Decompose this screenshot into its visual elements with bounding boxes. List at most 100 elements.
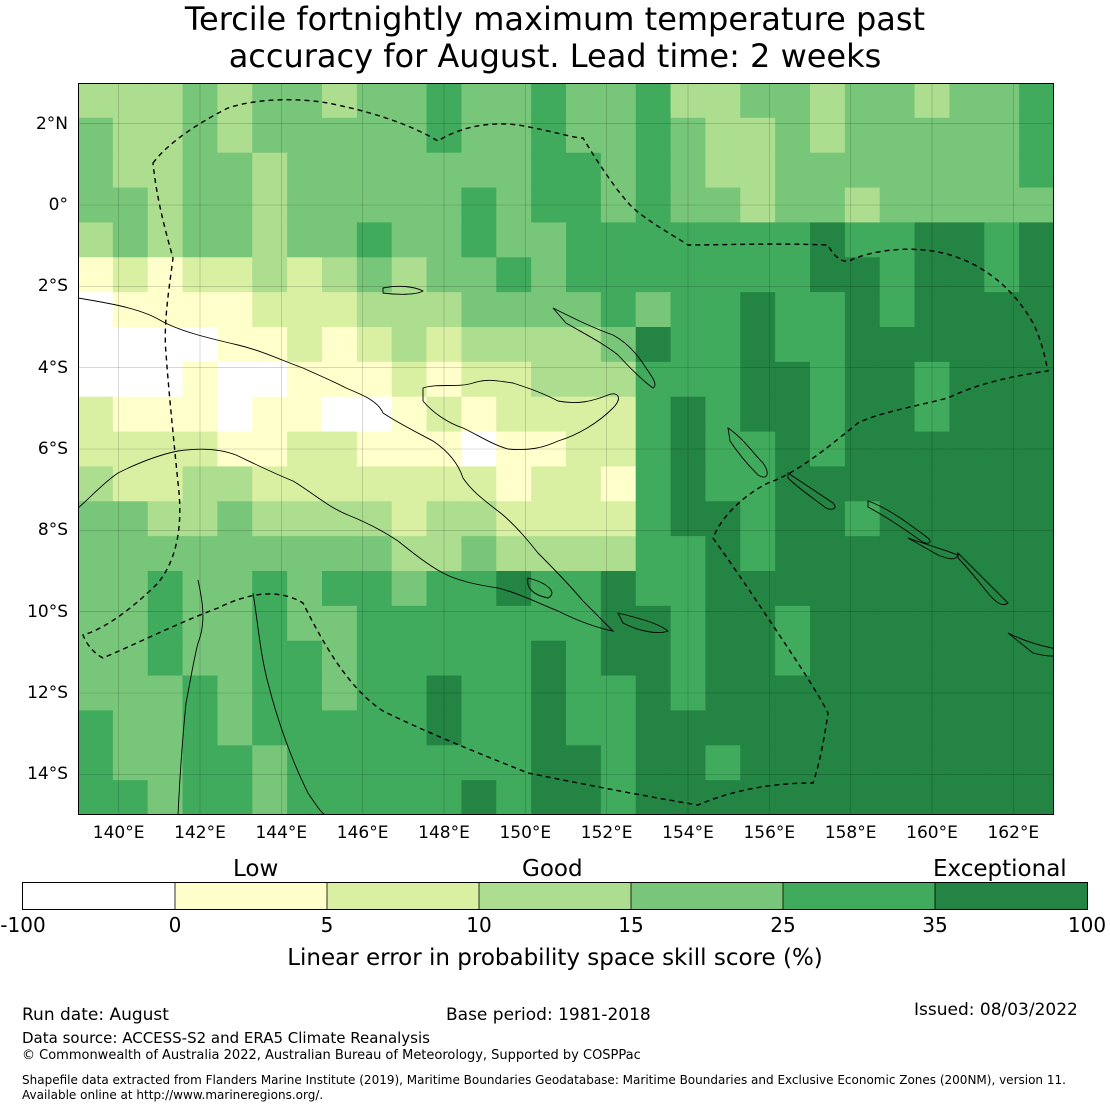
grid-cell [670, 83, 707, 119]
grid-cell [182, 187, 219, 224]
grid-cell [949, 780, 985, 815]
grid-cell [810, 361, 846, 398]
grid-cell [496, 222, 532, 258]
grid-cell [287, 501, 323, 537]
grid-cell [566, 431, 602, 468]
grid-cell [775, 152, 811, 189]
grid-cell [252, 396, 288, 433]
grid-cell [217, 222, 253, 258]
grid-cell [949, 571, 985, 607]
grid-cell [112, 745, 149, 781]
grid-cell [391, 605, 428, 642]
grid-cell [182, 327, 219, 363]
new-britain-coastline [422, 379, 619, 451]
grid-cell [391, 501, 428, 537]
grid-cell [914, 152, 951, 189]
base-period: Base period: 1981-2018 [446, 1005, 651, 1025]
grid-cell [810, 152, 846, 189]
grid-cell [112, 327, 149, 363]
manus-island-coastline [382, 285, 424, 295]
grid-cell [879, 710, 916, 746]
grid-cell [914, 466, 951, 502]
grid-cell [844, 327, 881, 363]
grid-cell [879, 640, 916, 677]
grid-cell [705, 431, 741, 468]
grid-cell [670, 361, 707, 398]
grid-cell [635, 222, 672, 258]
grid-cell [217, 117, 253, 154]
latitude-tick-label: 14°S [27, 764, 68, 785]
grid-cell [600, 640, 637, 677]
grid-cell [810, 327, 846, 363]
grid-cell [531, 327, 567, 363]
grid-cell [461, 361, 497, 398]
grid-cell [112, 187, 149, 224]
grid-cell [182, 780, 219, 815]
grid-cell [879, 152, 916, 189]
grid-cell [635, 327, 672, 363]
grid-cell [112, 431, 149, 468]
grid-cell [670, 222, 707, 258]
map-frame [78, 83, 1054, 815]
grid-cell [461, 396, 497, 433]
solomon-islands-coastline-1 [787, 472, 836, 510]
bougainville-coastline [727, 427, 768, 478]
grid-cell [949, 605, 985, 642]
grid-cell [740, 536, 776, 572]
grid-cell [1019, 152, 1054, 189]
colorbar-tick-label: 100 [1067, 913, 1107, 937]
grid-cell [461, 640, 497, 677]
grid-cell [670, 466, 707, 502]
grid-cell [914, 675, 951, 712]
grid-cell [810, 571, 846, 607]
grid-cell [322, 571, 358, 607]
grid-cell [112, 396, 149, 433]
grid-cell [635, 745, 672, 781]
grid-cell [635, 396, 672, 433]
grid-cell [566, 187, 602, 224]
grid-cell [810, 640, 846, 677]
latitude-tick-label: 8°S [37, 520, 68, 541]
grid-cell [426, 710, 463, 746]
grid-cell [426, 501, 463, 537]
grid-cell [914, 222, 951, 258]
grid-cell [356, 83, 393, 119]
grid-cell [600, 780, 637, 815]
grid-cell [252, 117, 288, 154]
grid-cell [426, 605, 463, 642]
grid-cell [391, 396, 428, 433]
grid-cell [879, 257, 916, 293]
grid-cell [635, 83, 672, 119]
grid-cell [1019, 675, 1054, 712]
solomon-islands-coastline-5 [1007, 632, 1054, 657]
grid-cell [252, 466, 288, 502]
grid-cell [1019, 710, 1054, 746]
grid-cell [670, 501, 707, 537]
grid-cell [217, 536, 253, 572]
grid-cell [984, 640, 1020, 677]
grid-cell [531, 187, 567, 224]
grid-cell [740, 83, 776, 119]
grid-cell [322, 83, 358, 119]
colorbar-swatch [479, 883, 632, 909]
grid-cell [635, 501, 672, 537]
grid-cell [322, 187, 358, 224]
grid-cell [949, 396, 985, 433]
grid-cell [566, 361, 602, 398]
grid-cell [322, 396, 358, 433]
grid-cell [182, 292, 219, 328]
grid-cell [112, 152, 149, 189]
grid-cell [356, 327, 393, 363]
grid-cell [949, 710, 985, 746]
grid-cell [705, 780, 741, 815]
grid-cell [844, 675, 881, 712]
grid-cell [1019, 780, 1054, 815]
grid-cell [217, 745, 253, 781]
copyright-notice: © Commonwealth of Australia 2022, Austra… [22, 1048, 641, 1063]
grid-cell [705, 745, 741, 781]
grid-cell [670, 257, 707, 293]
grid-cell [356, 117, 393, 154]
grid-cell [566, 501, 602, 537]
grid-cell [322, 780, 358, 815]
colorbar-swatch [783, 883, 936, 909]
